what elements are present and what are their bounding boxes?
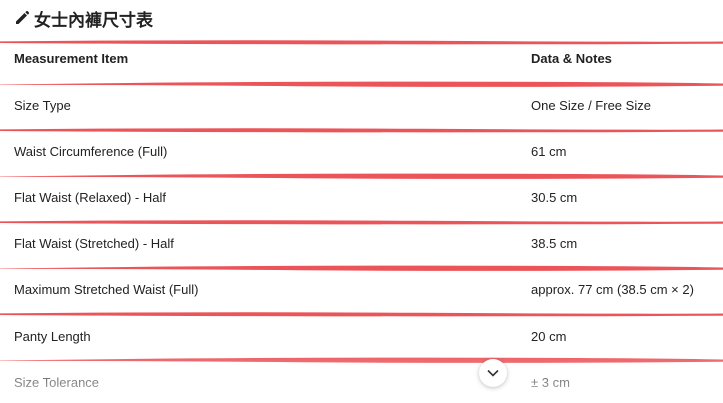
item-cell: Flat Waist (Relaxed) - Half [14,190,166,206]
value-cell: 20 cm [531,328,567,344]
row-divider [0,312,723,317]
column-header: Data & Notes [531,51,612,66]
title-text: 女士內褲尺寸表 [34,10,153,30]
row-divider [0,357,723,364]
item-cell: Flat Waist (Stretched) - Half [14,236,174,252]
value-cell: 61 cm [531,144,567,160]
item-cell: Size Type [14,98,71,113]
row-divider [0,220,723,225]
title-bar: 女士內褲尺寸表 [14,6,153,30]
value-cell: ± 3 cm [531,374,570,390]
item-cell: Panty Length [14,328,91,344]
chevron-icon [487,369,499,377]
row-divider [0,265,723,271]
row-divider [0,40,723,45]
value-cell: 30.5 cm [531,190,578,206]
row-divider [0,173,723,179]
row-divider [0,81,723,87]
item-cell: Size Tolerance [14,374,100,390]
pencil-icon [16,10,30,24]
item-cell: Waist Circumference (Full) [14,144,168,160]
row-divider [0,127,723,132]
value-cell: One Size / Free Size [531,98,651,113]
item-cell: Maximum Stretched Waist (Full) [14,282,199,298]
value-cell: 38.5 cm [531,236,578,252]
value-cell: approx. 77 cm (38.5 cm × 2) [531,282,694,298]
column-header: Measurement Item [14,51,129,66]
scroll-down-button[interactable] [479,359,507,387]
